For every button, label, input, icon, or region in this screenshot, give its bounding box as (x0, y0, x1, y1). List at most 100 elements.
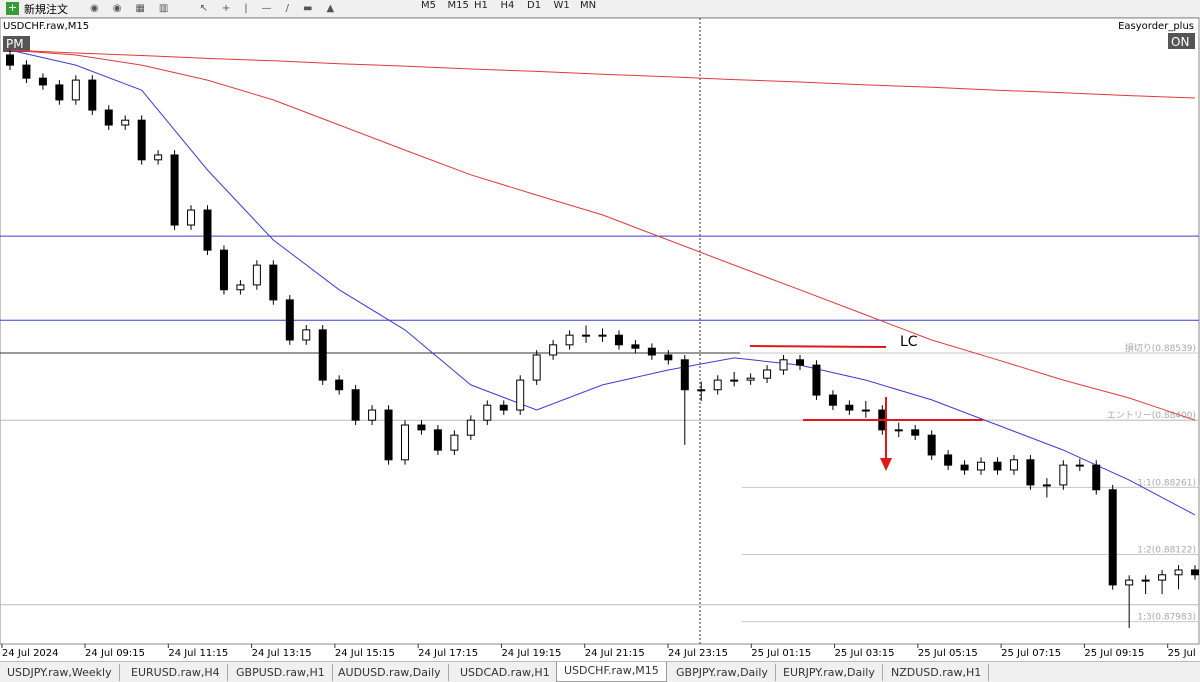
timeframe-button[interactable]: MN (580, 0, 597, 11)
candle-body (779, 359, 788, 371)
symbol-tab[interactable]: USDJPY.raw,Weekly (0, 664, 120, 681)
candle-body (1191, 569, 1199, 576)
candle-body (697, 389, 706, 392)
candle-body (318, 329, 327, 381)
candle-body (927, 434, 936, 456)
candle-body (532, 354, 541, 381)
candle-body (450, 434, 459, 451)
candle-body (1141, 579, 1150, 582)
candle-body (154, 154, 163, 161)
timeframe-button[interactable]: H4 (500, 0, 515, 11)
candle-body (1174, 569, 1183, 576)
candle-body (598, 334, 607, 337)
candle-body (71, 79, 80, 101)
candle-body (1158, 574, 1167, 581)
candle-body (38, 77, 47, 86)
candle-body (1009, 459, 1018, 471)
timeframe-button[interactable]: M5 (421, 0, 436, 11)
x-tick-label: 25 Jul 1 (1168, 648, 1200, 659)
candle-body (730, 379, 739, 382)
candle-body (219, 249, 228, 291)
symbol-tab[interactable]: EURUSD.raw,H4 (124, 664, 228, 681)
x-tick-label: 24 Jul 19:15 (501, 648, 561, 659)
candle-body (104, 109, 113, 126)
moving-average (9, 49, 1196, 421)
candle-body (746, 377, 755, 381)
candle-body (1026, 459, 1035, 486)
x-tick-label: 25 Jul 09:15 (1084, 648, 1144, 659)
candle-body (565, 334, 574, 346)
candle-body (6, 54, 14, 66)
symbol-tab[interactable]: AUDUSD.raw,Daily (331, 664, 449, 681)
candle-body (121, 119, 130, 126)
candle-body (944, 454, 953, 466)
x-tick-label: 25 Jul 01:15 (751, 648, 811, 659)
candle-body (1092, 464, 1101, 491)
x-tick-label: 24 Jul 21:15 (585, 648, 645, 659)
new-order-button[interactable]: 新規注文 (24, 3, 68, 16)
candle-body (302, 329, 311, 341)
candle-body (680, 359, 689, 391)
level-label: エントリー(0.88400) (1107, 411, 1196, 421)
candle-body (582, 334, 591, 337)
candle-body (368, 409, 377, 421)
level-label: 1:1(0.88261) (1137, 478, 1196, 488)
level-label: 損切り(0.88539) (1125, 342, 1196, 354)
candle-body (236, 284, 245, 291)
candle-body (466, 419, 475, 436)
new-order-icon[interactable]: + (6, 1, 19, 15)
candle-body (433, 429, 442, 451)
level-label: 1:3(0.87983) (1137, 613, 1196, 623)
moving-average (9, 49, 1196, 516)
pm-badge: PM (6, 37, 24, 51)
candle-body (22, 64, 31, 79)
candle-body (1108, 489, 1117, 586)
candle-body (187, 209, 196, 226)
symbol-tab[interactable]: USDCHF.raw,M15 (556, 662, 667, 682)
symbol-tab[interactable]: GBPJPY.raw,Daily (669, 664, 776, 681)
candle-body (483, 404, 492, 421)
moving-average (9, 49, 1196, 99)
symbol-tab[interactable]: GBPUSD.raw,H1 (229, 664, 333, 681)
candle-body (828, 394, 837, 406)
candle-body (647, 347, 656, 356)
timeframe-button[interactable]: H1 (474, 0, 488, 11)
symbol-label: USDCHF.raw,M15 (3, 21, 89, 32)
symbol-tab[interactable]: EURJPY.raw,Daily (776, 664, 883, 681)
candle-body (351, 389, 360, 421)
x-tick-label: 24 Jul 15:15 (335, 648, 395, 659)
candle-body (631, 344, 640, 349)
symbol-tab[interactable]: NZDUSD.raw,H1 (884, 664, 990, 681)
candle-body (549, 344, 558, 356)
candle-body (664, 354, 673, 361)
x-tick-label: 24 Jul 11:15 (168, 648, 228, 659)
pm-badge-bg (3, 36, 30, 52)
candle-body (812, 364, 821, 396)
tab-bar: USDJPY.raw,Weekly EURUSD.raw,H4 GBPUSD.raw… (0, 661, 1200, 682)
timeframe-button[interactable]: D1 (527, 0, 542, 11)
candle-body (384, 409, 393, 461)
timeframe-button[interactable]: W1 (553, 0, 570, 11)
x-tick-label: 25 Jul 05:15 (918, 648, 978, 659)
candle-body (499, 404, 508, 411)
candle-body (796, 359, 804, 366)
candle-body (894, 429, 903, 432)
candle-body (252, 264, 261, 286)
candle-body (1042, 484, 1051, 487)
candle-body (911, 429, 920, 436)
candle-body (1059, 464, 1068, 486)
candle-body (285, 299, 294, 341)
lc-line (749, 345, 887, 348)
candle-body (763, 369, 772, 379)
candle-body (960, 464, 969, 471)
x-tick-label: 24 Jul 17:15 (418, 648, 478, 659)
symbol-tab[interactable]: USDCAD.raw,H1 (453, 664, 558, 681)
x-tick-label: 25 Jul 03:15 (835, 648, 895, 659)
candle-body (845, 404, 854, 411)
candle-body (1075, 464, 1084, 467)
x-tick-label: 24 Jul 23:15 (668, 648, 728, 659)
candle-body (335, 379, 344, 391)
timeframe-button[interactable]: M15 (447, 0, 469, 11)
candle-body (88, 79, 97, 111)
